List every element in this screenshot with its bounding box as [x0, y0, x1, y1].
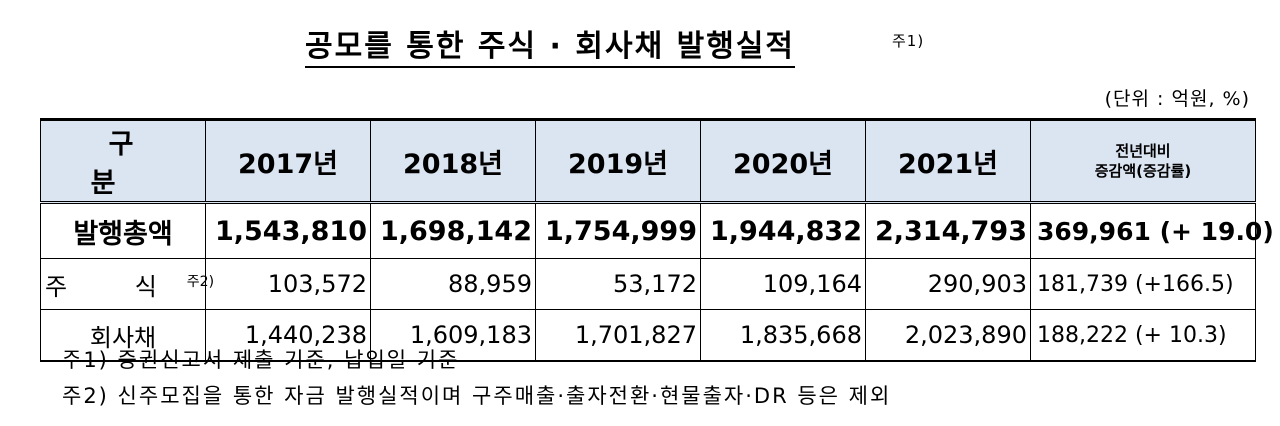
- cell-total-2020: 1,944,832: [700, 202, 866, 259]
- header-year-2021: 2021년: [865, 119, 1031, 204]
- cell-bond-2018: 1,609,183: [370, 309, 536, 362]
- row-label-total: 발행총액: [40, 202, 206, 259]
- header-year-2019: 2019년: [535, 119, 701, 204]
- cell-total-2017: 1,543,810: [205, 202, 371, 259]
- row-label-stock: 주 식주2): [40, 258, 214, 310]
- row-label-bond: 회사채: [40, 309, 206, 362]
- cell-bond-change: 188,222 (+ 10.3): [1030, 309, 1256, 362]
- unit-label: (단위 : 억원, %): [1104, 88, 1250, 110]
- row-label-stock-footnote: 주2): [186, 273, 215, 290]
- cell-bond-2021: 2,023,890: [865, 309, 1031, 362]
- header-category: 구 분: [40, 119, 206, 204]
- cell-stock-2019: 53,172: [535, 258, 701, 310]
- header-change: 전년대비 증감액(증감률): [1030, 119, 1256, 204]
- cell-stock-2017: 103,572: [205, 258, 371, 310]
- document-title: 공모를 통한 주식 · 회사채 발행실적: [305, 30, 796, 68]
- cell-bond-2019: 1,701,827: [535, 309, 701, 362]
- cell-stock-2018: 88,959: [370, 258, 536, 310]
- header-change-line1: 전년대비: [1115, 142, 1171, 160]
- table-row-total: 발행총액 1,543,810 1,698,142 1,754,999 1,944…: [40, 202, 1274, 259]
- header-year-2020: 2020년: [700, 119, 866, 204]
- cell-stock-2020: 109,164: [700, 258, 866, 310]
- cell-total-2018: 1,698,142: [370, 202, 536, 259]
- title-footnote-mark: 주1): [892, 32, 925, 50]
- header-year-2017: 2017년: [205, 119, 371, 204]
- table-row-stock: 주 식주2) 103,572 88,959 53,172 109,164 290…: [40, 258, 1256, 310]
- cell-total-change: 369,961 (+ 19.0): [1030, 202, 1274, 259]
- cell-bond-2017: 1,440,238: [205, 309, 371, 362]
- footnote-2: 주2) 신주모집을 통한 자금 발행실적이며 구주매출·출자전환·현물출자·DR…: [62, 384, 892, 408]
- cell-stock-2021: 290,903: [865, 258, 1031, 310]
- cell-stock-change: 181,739 (+166.5): [1030, 258, 1256, 310]
- table-row-bond: 회사채 1,440,238 1,609,183 1,701,827 1,835,…: [40, 309, 1256, 362]
- cell-bond-2020: 1,835,668: [700, 309, 866, 362]
- header-change-line2: 증감액(증감률): [1094, 162, 1192, 180]
- header-row: 구 분 2017년 2018년 2019년 2020년 2021년 전년대비 증…: [40, 119, 1256, 204]
- footnote-1: 주1) 증권신고서 제출 기준, 납입일 기준: [62, 348, 460, 372]
- cell-total-2021: 2,314,793: [865, 202, 1031, 259]
- cell-total-2019: 1,754,999: [535, 202, 701, 259]
- row-label-stock-text: 주 식: [45, 272, 187, 301]
- issuance-table: 구 분 2017년 2018년 2019년 2020년 2021년 전년대비 증…: [40, 118, 1274, 362]
- header-year-2018: 2018년: [370, 119, 536, 204]
